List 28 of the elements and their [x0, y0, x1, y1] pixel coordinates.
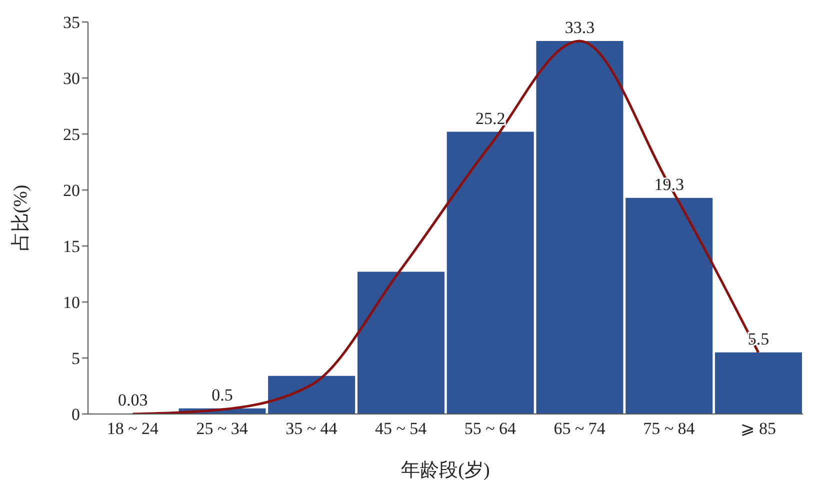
y-tick-label: 10 — [63, 293, 80, 312]
x-tick-label: ⩾ 85 — [740, 419, 776, 438]
y-tick-label: 20 — [63, 181, 80, 200]
x-tick-label: 75 ~ 84 — [643, 419, 696, 438]
bar — [446, 132, 534, 414]
y-tick-label: 0 — [72, 405, 80, 424]
x-tick-label: 18 ~ 24 — [106, 419, 160, 438]
x-tick-label: 65 ~ 74 — [554, 419, 606, 438]
bar — [536, 41, 624, 414]
x-tick-label: 35 ~ 44 — [286, 419, 338, 438]
y-tick-label: 15 — [63, 237, 80, 256]
y-tick-label: 25 — [63, 125, 80, 144]
y-tick-label: 5 — [72, 349, 80, 368]
y-tick-label: 30 — [63, 69, 80, 88]
x-axis-title: 年龄段(岁) — [401, 460, 490, 481]
bar — [714, 352, 802, 414]
x-tick-label: 25 ~ 34 — [196, 419, 248, 438]
data-label: 25.2 — [475, 108, 506, 128]
data-label: 0.03 — [118, 390, 148, 410]
x-tick-label: 45 ~ 54 — [374, 419, 428, 438]
bar — [268, 376, 356, 414]
data-label: 33.3 — [564, 18, 595, 38]
y-tick-label: 35 — [63, 13, 80, 32]
y-axis-title: 占比(%) — [10, 184, 32, 252]
data-label: 0.5 — [212, 385, 233, 404]
x-tick-label: 55 ~ 64 — [464, 419, 517, 438]
bar — [357, 272, 444, 414]
bar — [626, 198, 713, 414]
